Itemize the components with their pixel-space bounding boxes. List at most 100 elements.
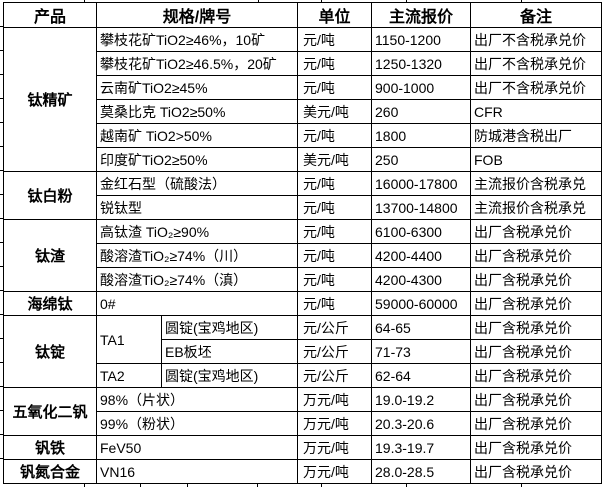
header-spec: 规格/牌号 [96,2,298,28]
cell-unit: 元/吨 [297,219,372,244]
sheet-gridline-ticks-bottom [0,483,604,487]
cell-price: 6100-6300 [371,219,471,244]
cell-price: 19.3-19.7 [371,435,471,460]
cell-product: 钒铁 [3,435,97,460]
cell-spec: 越南矿 TiO2>50% [96,123,298,148]
cell-note: 出厂含税承兑价 [470,459,602,484]
cell-price: 1250-1320 [371,51,471,76]
header-price: 主流报价 [371,2,471,28]
table-row: 钒氮合金 VN16 万元/吨 28.0-28.5 出厂含税承兑价 [3,459,602,484]
cell-price: 62-64 [371,363,471,388]
cell-price: 1800 [371,123,471,148]
cell-unit: 元/吨 [297,123,372,148]
cell-spec: 印度矿TiO2≥50% [96,147,298,172]
table-row: 印度矿TiO2≥50% 美元/吨 250 FOB [4,147,602,172]
sheet-gridline-ticks-top [0,0,604,2]
table-row: EB板坯 元/公斤 71-73 出厂含税承兑价 [4,339,602,364]
price-table: 产品 规格/牌号 单位 主流报价 备注 钛精矿 攀枝花矿TiO2≥46%，10矿… [3,2,602,484]
cell-unit: 元/吨 [297,267,372,292]
cell-unit: 元/吨 [297,243,372,268]
cell-price: 4200-4300 [371,267,471,292]
cell-unit: 万元/吨 [297,459,372,484]
cell-price: 250 [371,147,471,172]
cell-unit: 万元/吨 [297,387,372,412]
table-row: 酸溶渣TiO₂≥74%（川） 元/吨 4200-4400 出厂含税承兑价 [4,243,602,268]
cell-price: 19.0-19.2 [371,387,471,412]
table-row: 酸溶渣TiO₂≥74%（滇） 元/吨 4200-4300 出厂含税承兑价 [4,267,602,292]
cell-note: 出厂含税承兑价 [470,267,602,292]
cell-spec: 酸溶渣TiO₂≥74%（滇） [96,267,298,292]
cell-note: CFR [470,99,602,124]
cell-unit: 元/公斤 [297,363,372,388]
table-row: 钛白粉 金红石型（硫酸法） 元/吨 16000-17800 主流报价含税承兑 [3,171,602,220]
cell-unit: 元/吨 [297,171,372,196]
cell-price: 59000-60000 [371,291,471,316]
cell-note: 出厂不含税承兑价 [470,27,602,52]
header-product: 产品 [3,2,97,28]
sheet-gridline-ticks-left [0,26,3,460]
cell-spec: 酸溶渣TiO₂≥74%（川） [96,243,298,268]
cell-price: 260 [371,99,471,124]
cell-note: 主流报价含税承兑 [470,195,602,220]
cell-spec: EB板坯 [161,339,298,364]
cell-note: 主流报价含税承兑 [470,171,602,196]
cell-price: 28.0-28.5 [371,459,471,484]
cell-note: 出厂含税承兑价 [470,339,602,364]
cell-spec: 云南矿TiO2≥45% [96,75,298,100]
header-unit: 单位 [297,2,372,28]
cell-spec: 98%（片状） [96,387,298,412]
cell-product: 钛白粉 [3,171,97,220]
cell-spec: 攀枝花矿TiO2≥46%，10矿 [96,27,298,52]
table-row: 海绵钛 0# 元/吨 59000-60000 出厂含税承兑价 [3,291,602,316]
cell-unit: 万元/吨 [297,435,372,460]
cell-spec: 圆锭(宝鸡地区) [161,363,298,388]
cell-note: 出厂含税承兑价 [470,219,602,244]
cell-price: 1150-1200 [371,27,471,52]
cell-product: 钛精矿 [3,27,97,172]
cell-note: 出厂含税承兑价 [470,435,602,460]
table-row: 越南矿 TiO2>50% 元/吨 1800 防城港含税出厂 [4,123,602,148]
cell-unit: 元/公斤 [297,339,372,364]
cell-spec: VN16 [96,459,298,484]
table-row: TA2 圆锭(宝鸡地区) 元/公斤 62-64 出厂含税承兑价 [4,363,602,388]
table-row: 钛渣 高钛渣 TiO₂≥90% 元/吨 6100-6300 出厂含税承兑价 [3,219,602,292]
cell-unit: 元/吨 [297,291,372,316]
cell-unit: 万元/吨 [297,411,372,436]
cell-note: 出厂含税承兑价 [470,411,602,436]
table-row: 五氧化二钒 98%（片状） 万元/吨 19.0-19.2 出厂含税承兑价 [3,387,602,436]
cell-grade: TA1 [96,315,162,364]
cell-spec: 金红石型（硫酸法） [96,171,298,196]
header-note: 备注 [470,2,602,28]
table-row: 莫桑比克 TiO2≥50% 美元/吨 260 CFR [4,99,602,124]
table-row: 钒铁 FeV50 万元/吨 19.3-19.7 出厂含税承兑价 [3,435,602,460]
cell-product: 钛锭 [3,315,97,388]
table-row: 锐钛型 元/吨 13700-14800 主流报价含税承兑 [4,195,602,220]
cell-product: 钛渣 [3,219,97,292]
cell-unit: 元/公斤 [297,315,372,340]
cell-unit: 元/吨 [297,51,372,76]
cell-unit: 元/吨 [297,195,372,220]
cell-note: 出厂含税承兑价 [470,387,602,412]
cell-note: 出厂含税承兑价 [470,291,602,316]
cell-spec: 攀枝花矿TiO2≥46.5%，20矿 [96,51,298,76]
cell-note: 出厂不含税承兑价 [470,75,602,100]
cell-unit: 元/吨 [297,75,372,100]
cell-note: FOB [470,147,602,172]
cell-unit: 美元/吨 [297,147,372,172]
cell-note: 出厂不含税承兑价 [470,51,602,76]
cell-price: 20.3-20.6 [371,411,471,436]
cell-note: 出厂含税承兑价 [470,315,602,340]
cell-product: 钒氮合金 [3,459,97,484]
cell-spec: 0# [96,291,298,316]
cell-grade: TA2 [96,363,162,388]
cell-spec: 莫桑比克 TiO2≥50% [96,99,298,124]
cell-price: 64-65 [371,315,471,340]
cell-spec: 锐钛型 [96,195,298,220]
cell-unit: 元/吨 [297,27,372,52]
header-row: 产品 规格/牌号 单位 主流报价 备注 [3,2,602,28]
cell-price: 900-1000 [371,75,471,100]
cell-product: 五氧化二钒 [3,387,97,436]
cell-price: 16000-17800 [371,171,471,196]
cell-spec: 99%（粉状） [96,411,298,436]
cell-note: 出厂含税承兑价 [470,243,602,268]
